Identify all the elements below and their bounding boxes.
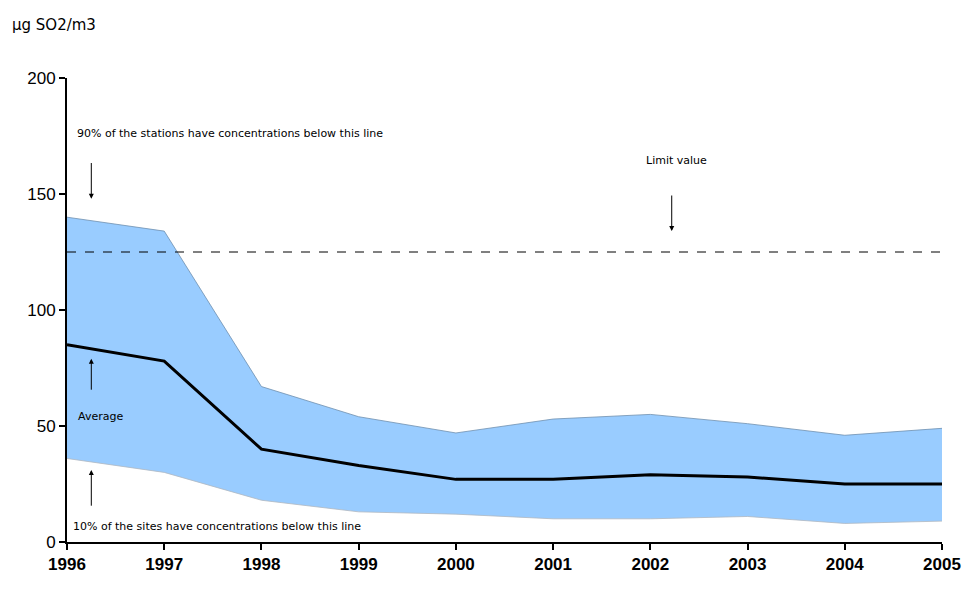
- svg-text:Average: Average: [78, 410, 123, 423]
- svg-text:Limit value: Limit value: [646, 154, 707, 167]
- svg-text:200: 200: [27, 69, 55, 88]
- svg-text:100: 100: [27, 301, 55, 320]
- svg-text:2002: 2002: [631, 555, 669, 574]
- svg-text:2000: 2000: [437, 555, 475, 574]
- svg-text:90% of the stations have conce: 90% of the stations have concentrations …: [77, 127, 383, 140]
- svg-text:1999: 1999: [340, 555, 378, 574]
- svg-text:2003: 2003: [729, 555, 767, 574]
- svg-text:1997: 1997: [145, 555, 183, 574]
- svg-text:2004: 2004: [826, 555, 864, 574]
- svg-text:2001: 2001: [534, 555, 572, 574]
- svg-text:1998: 1998: [243, 555, 281, 574]
- svg-text:0: 0: [46, 533, 55, 552]
- svg-text:µg SO2/m3: µg SO2/m3: [12, 16, 96, 34]
- svg-text:1996: 1996: [48, 555, 86, 574]
- svg-text:10% of the sites have concentr: 10% of the sites have concentrations bel…: [73, 520, 361, 533]
- svg-text:50: 50: [37, 417, 56, 436]
- svg-text:2005: 2005: [923, 555, 961, 574]
- svg-text:150: 150: [27, 185, 55, 204]
